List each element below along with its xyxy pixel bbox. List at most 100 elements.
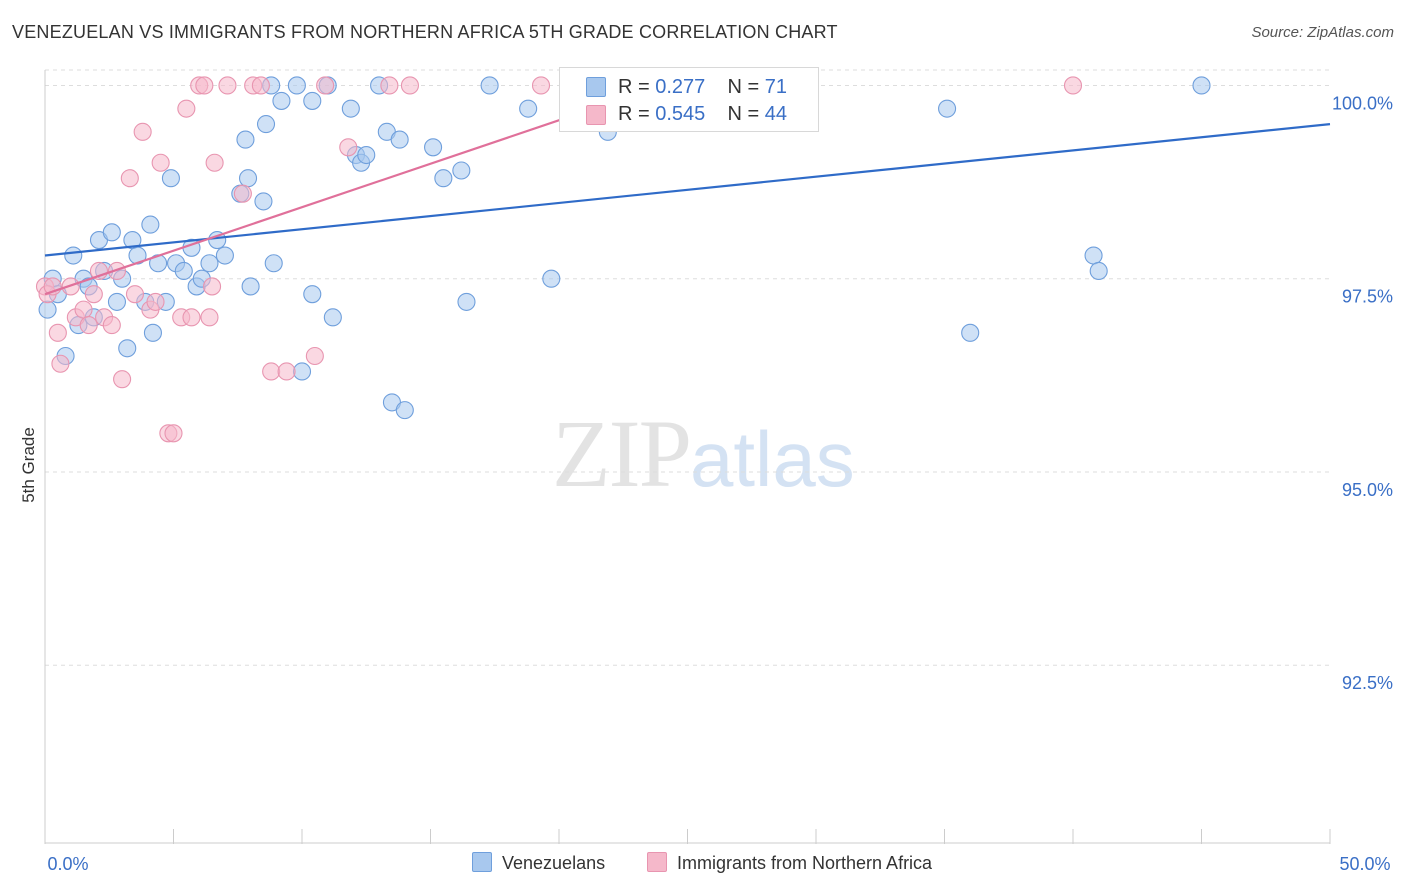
venezuelan-point bbox=[938, 99, 957, 118]
y-axis-label: 5th Grade bbox=[19, 427, 38, 503]
venezuelan-point bbox=[208, 231, 227, 250]
immigrant-point bbox=[164, 424, 183, 443]
series-name: Immigrants from Northern Africa bbox=[677, 853, 933, 873]
n-label: N = bbox=[727, 76, 760, 98]
venezuelan-point bbox=[323, 308, 342, 327]
venezuelan-point bbox=[272, 91, 291, 110]
trend-lines bbox=[44, 84, 1331, 296]
n-value: 44 bbox=[764, 103, 788, 125]
venezuelan-point bbox=[542, 269, 561, 288]
venezuelan-point bbox=[200, 254, 219, 273]
chart-title: VENEZUELAN VS IMMIGRANTS FROM NORTHERN A… bbox=[12, 22, 838, 42]
venezuelan-point bbox=[961, 323, 980, 342]
watermark-zip: ZIP bbox=[552, 400, 692, 507]
immigrant-point bbox=[277, 362, 296, 381]
legend-swatch-immigrants bbox=[586, 105, 606, 125]
watermark-atlas: atlas bbox=[690, 415, 855, 503]
y-tick-label: 92.5% bbox=[1342, 673, 1393, 693]
immigrant-point bbox=[151, 153, 170, 172]
series-name: Venezuelans bbox=[502, 853, 606, 873]
immigrant-point bbox=[102, 316, 121, 335]
legend-row-venezuelans: R = 0.277 N = 71 bbox=[618, 76, 787, 99]
n-label: N = bbox=[727, 103, 760, 125]
venezuelan-point bbox=[143, 323, 162, 342]
immigrant-point bbox=[233, 184, 252, 203]
venezuelan-point bbox=[1192, 76, 1211, 95]
venezuelan-point bbox=[395, 401, 414, 420]
immigrant-point bbox=[195, 76, 214, 95]
venezuelan-point bbox=[341, 99, 360, 118]
immigrant-point bbox=[205, 153, 224, 172]
venezuelan-point bbox=[238, 169, 258, 188]
y-tick-label: 97.5% bbox=[1342, 287, 1393, 307]
immigrant-point bbox=[74, 300, 93, 319]
series-swatch bbox=[647, 852, 667, 872]
venezuelan-point bbox=[303, 285, 322, 304]
venezuelan-point bbox=[174, 261, 193, 281]
y-tick-label: 100.0% bbox=[1332, 93, 1393, 113]
venezuelan-point bbox=[241, 277, 260, 296]
series-legend-immigrants[interactable]: Immigrants from Northern Africa bbox=[647, 852, 932, 874]
venezuelan-point bbox=[357, 145, 376, 165]
venezuelan-point bbox=[519, 99, 538, 118]
venezuelan-point bbox=[424, 138, 443, 157]
tick-labels: 92.5% 95.0% 97.5% 100.0% 0.0% 50.0% bbox=[47, 93, 1393, 874]
immigrant-trend-line bbox=[44, 84, 663, 296]
venezuelan-point bbox=[38, 300, 57, 319]
venezuelan-point bbox=[452, 161, 471, 180]
venezuelan-point bbox=[215, 246, 234, 265]
series-legend-venezuelans[interactable]: Venezuelans bbox=[472, 852, 605, 874]
immigrant-point bbox=[79, 316, 98, 335]
immigrant-point bbox=[380, 76, 399, 95]
r-label: R = bbox=[618, 76, 650, 98]
immigrant-point bbox=[113, 370, 132, 389]
venezuelan-point bbox=[480, 76, 499, 95]
immigrant-point bbox=[133, 122, 152, 141]
immigrant-point bbox=[251, 76, 270, 95]
legend-row-immigrants: R = 0.545 N = 44 bbox=[618, 103, 787, 126]
gridlines bbox=[45, 69, 1330, 666]
r-label: R = bbox=[618, 103, 650, 125]
immigrant-point bbox=[400, 76, 419, 95]
venezuelan-point bbox=[102, 223, 121, 242]
venezuelan-point bbox=[434, 169, 453, 188]
immigrant-point bbox=[51, 354, 70, 373]
venezuelan-point bbox=[161, 169, 180, 188]
venezuelan-point bbox=[64, 246, 83, 265]
immigrant-point bbox=[305, 346, 324, 366]
immigrant-point bbox=[203, 277, 222, 296]
immigrant-point bbox=[177, 99, 196, 118]
immigrant-point bbox=[200, 308, 219, 327]
venezuelan-point bbox=[141, 215, 160, 234]
immigrant-point bbox=[1063, 76, 1083, 95]
immigrant-point bbox=[125, 285, 144, 304]
venezuelan-point bbox=[390, 130, 409, 149]
x-tick-label: 0.0% bbox=[47, 854, 88, 874]
venezuelan-point bbox=[1089, 261, 1108, 281]
venezuelan-point bbox=[264, 254, 283, 273]
venezuelan-point bbox=[118, 339, 137, 358]
venezuelan-point bbox=[1084, 246, 1103, 265]
immigrant-point bbox=[48, 323, 67, 342]
immigrant-point bbox=[182, 308, 201, 327]
axes bbox=[44, 70, 1331, 844]
venezuelan-trend-line bbox=[44, 123, 1331, 257]
venezuelan-point bbox=[254, 192, 273, 211]
n-value: 71 bbox=[764, 76, 788, 98]
immigrant-point bbox=[339, 138, 358, 157]
correlation-legend: R = 0.277 N = 71 R = 0.545 N = 44 bbox=[559, 67, 819, 132]
watermark: ZIPatlas bbox=[552, 398, 855, 509]
immigrant-point bbox=[262, 362, 281, 381]
immigrant-point bbox=[218, 76, 237, 95]
venezuelan-point bbox=[303, 91, 322, 110]
venezuelan-point bbox=[292, 362, 312, 381]
venezuelan-point bbox=[256, 115, 276, 134]
venezuelan-point bbox=[287, 76, 306, 95]
immigrant-point bbox=[120, 169, 139, 188]
source-label[interactable]: Source: ZipAtlas.com bbox=[1251, 24, 1394, 41]
r-value: 0.545 bbox=[655, 103, 706, 125]
y-tick-label: 95.0% bbox=[1342, 480, 1393, 500]
x-tick-label: 50.0% bbox=[1339, 854, 1390, 874]
immigrant-point bbox=[531, 76, 551, 95]
